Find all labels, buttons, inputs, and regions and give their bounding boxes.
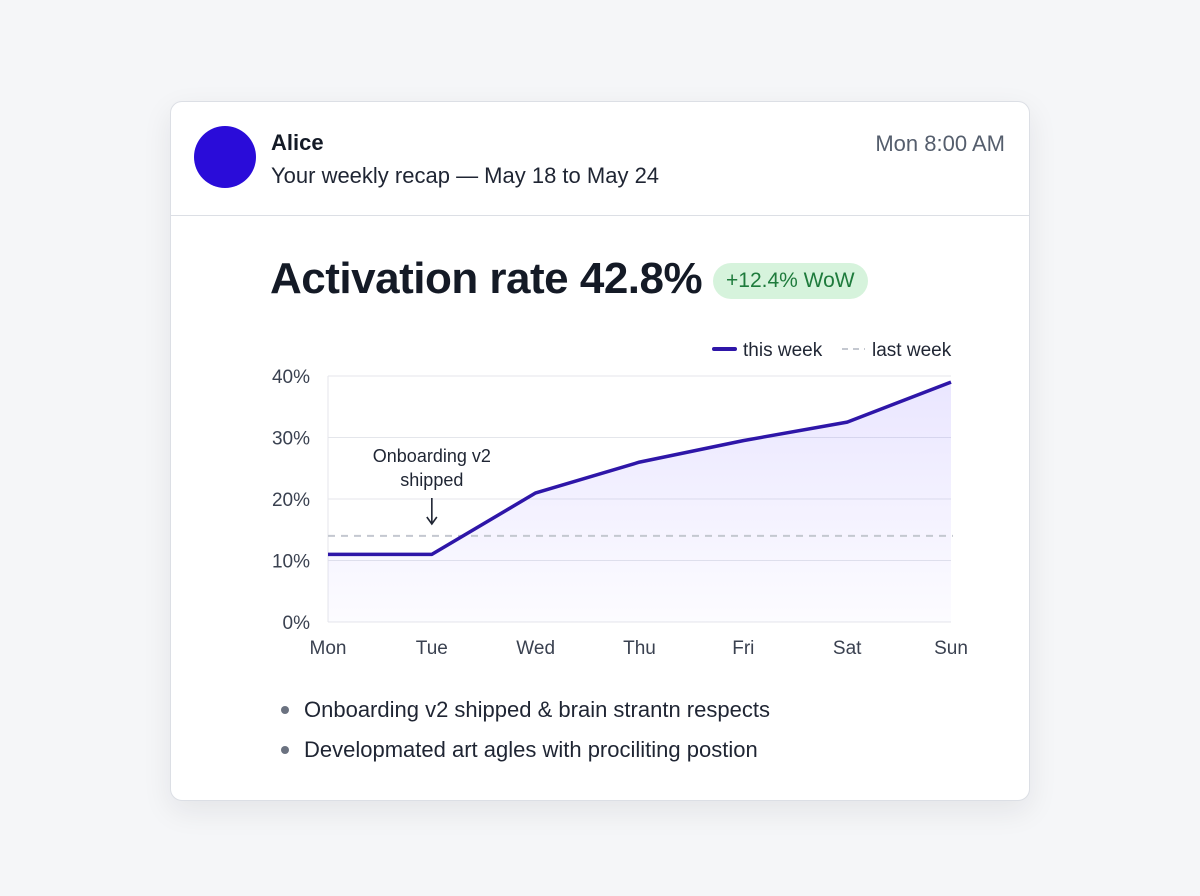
email-header: Alice Your weekly recap — May 18 to May … bbox=[171, 102, 1029, 216]
summary-bullet-item: Onboarding v2 shipped & brain strantn re… bbox=[281, 692, 770, 732]
this-week-area bbox=[328, 382, 951, 622]
summary-bullet-item: Developmated art agles with prociliting … bbox=[281, 732, 770, 772]
wow-change-badge: +12.4% WoW bbox=[713, 263, 868, 299]
metric-headline: Activation rate 42.8% bbox=[270, 254, 703, 303]
activation-chart: 0% 10% 20% 30% 40% Mon Tue Wed Thu Fri Sat Sun thi… bbox=[272, 340, 968, 659]
summary-bullet-text: Developmated art agles with prociliting … bbox=[304, 737, 758, 762]
y-tick-label: 20% bbox=[272, 490, 310, 511]
x-tick-label: Tue bbox=[416, 638, 448, 659]
y-tick-label: 0% bbox=[283, 613, 311, 634]
bullet-dot-icon bbox=[281, 746, 289, 754]
summary-bullet-text: Onboarding v2 shipped & brain strantn re… bbox=[304, 697, 770, 722]
x-tick-label: Fri bbox=[732, 638, 754, 659]
chart-legend: this week last week bbox=[712, 340, 952, 361]
chart-annotation: Onboarding v2 shipped bbox=[373, 446, 491, 526]
x-tick-label: Wed bbox=[516, 638, 555, 659]
legend-last-week-label: last week bbox=[872, 340, 952, 361]
sender-name: Alice bbox=[271, 130, 324, 155]
x-tick-label: Sun bbox=[934, 638, 968, 659]
legend-this-week-label: this week bbox=[743, 340, 823, 361]
avatar bbox=[194, 126, 256, 188]
email-card: Alice Your weekly recap — May 18 to May … bbox=[170, 101, 1030, 801]
email-timestamp: Mon 8:00 AM bbox=[875, 131, 1005, 156]
y-tick-label: 10% bbox=[272, 552, 310, 573]
email-subject: Your weekly recap — May 18 to May 24 bbox=[271, 163, 660, 188]
summary-bullets: Onboarding v2 shipped & brain strantn re… bbox=[281, 692, 770, 772]
bullet-dot-icon bbox=[281, 706, 289, 714]
annotation-text-line-2: shipped bbox=[400, 470, 463, 490]
this-week-line bbox=[328, 380, 952, 557]
x-tick-label: Thu bbox=[623, 638, 656, 659]
x-tick-label: Sat bbox=[833, 638, 862, 659]
y-tick-label: 40% bbox=[272, 367, 310, 388]
annotation-arrow-head-icon bbox=[426, 516, 438, 526]
x-tick-label: Mon bbox=[310, 638, 347, 659]
y-tick-label: 30% bbox=[272, 429, 310, 450]
annotation-text-line-1: Onboarding v2 bbox=[373, 446, 491, 466]
